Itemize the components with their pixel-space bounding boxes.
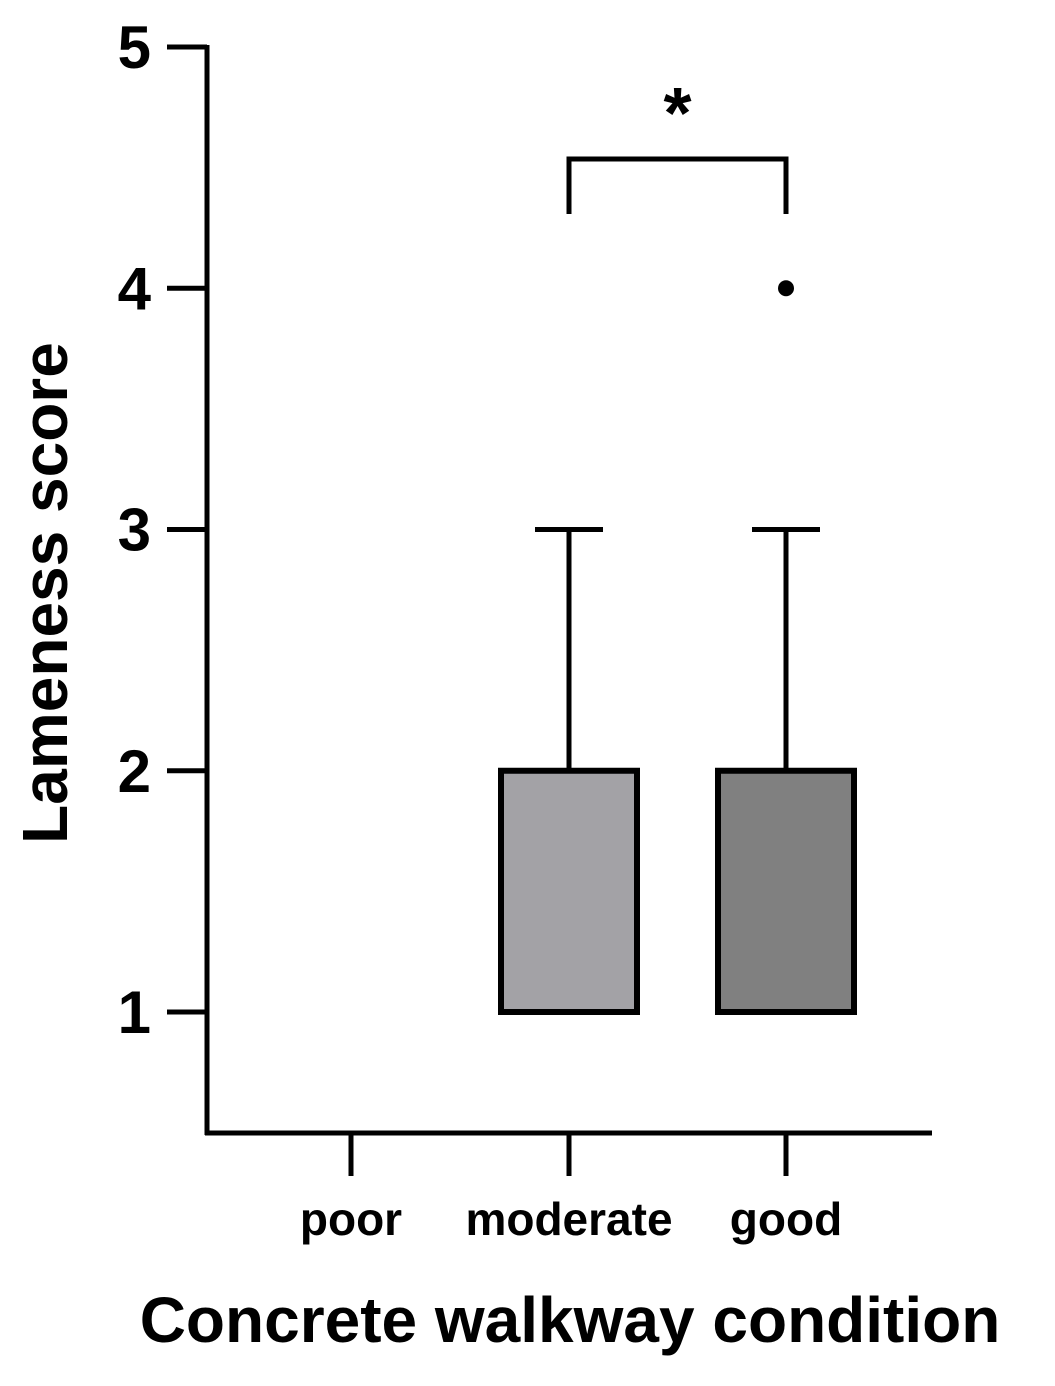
significance-bracket	[566, 156, 789, 214]
plot-area	[498, 280, 857, 1015]
y-tick-label: 2	[118, 738, 151, 805]
y-tick-label: 3	[118, 497, 151, 564]
x-axis-title: Concrete walkway condition	[140, 1284, 1001, 1356]
x-tick-label-poor: poor	[300, 1193, 402, 1245]
y-axis-title: Lameness score	[9, 342, 81, 844]
x-tick-label-moderate: moderate	[465, 1193, 672, 1245]
outlier-point	[778, 280, 794, 297]
box-body	[498, 767, 640, 1015]
significance-star: *	[663, 74, 691, 154]
y-axis-ticks: 1 2 3 4 5	[118, 14, 207, 1046]
box-body	[715, 767, 857, 1015]
x-axis-ticks: poor moderate good	[300, 1133, 842, 1245]
box-good	[715, 280, 857, 1015]
significance-annotations: *	[566, 74, 789, 214]
box-moderate	[498, 527, 640, 1015]
y-tick-label: 1	[118, 979, 151, 1046]
y-tick-label: 5	[118, 14, 151, 81]
x-tick-label-good: good	[730, 1193, 842, 1245]
y-tick-label: 4	[118, 255, 152, 322]
